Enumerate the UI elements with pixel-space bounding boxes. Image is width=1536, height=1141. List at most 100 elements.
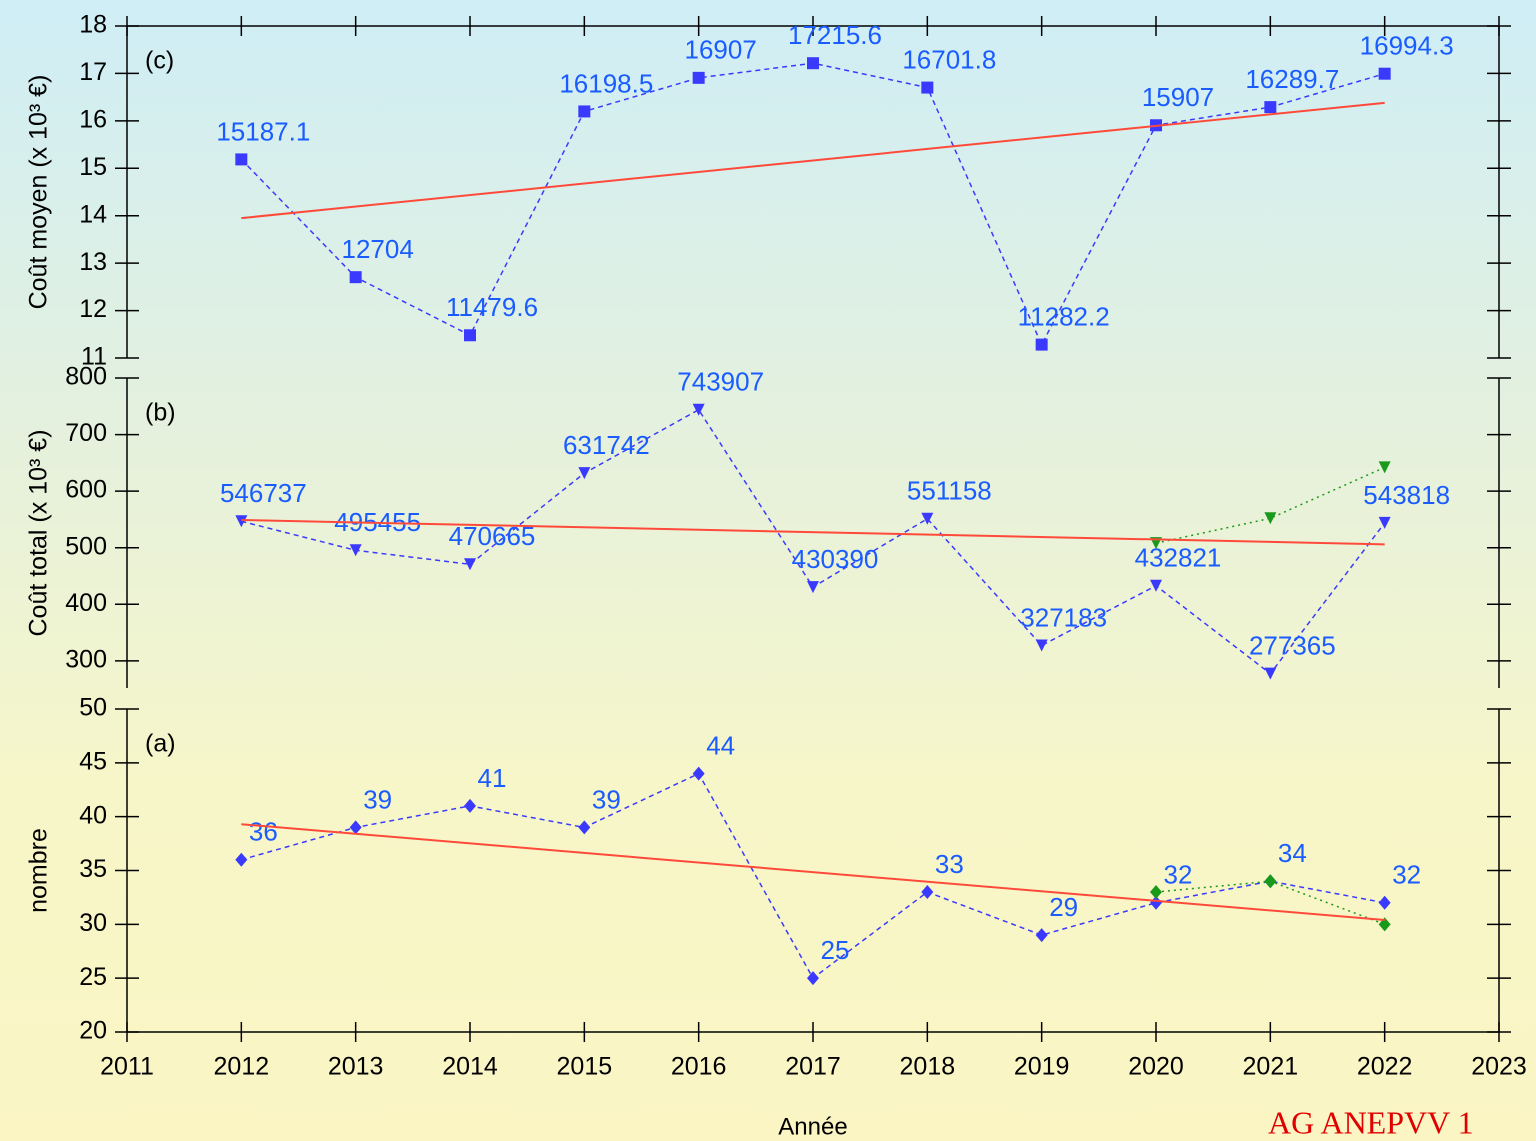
data-label: 327183 <box>1020 602 1107 632</box>
marker <box>1035 639 1048 652</box>
x-tick-label: 2019 <box>1014 1053 1070 1081</box>
marker <box>1264 667 1277 680</box>
x-tick-label: 2020 <box>1128 1053 1184 1081</box>
marker <box>1264 101 1277 114</box>
marker <box>578 820 591 835</box>
data-label: 546737 <box>220 478 307 508</box>
marker <box>921 885 934 900</box>
y-tick-label: 16 <box>79 105 107 133</box>
marker <box>1035 928 1048 943</box>
y-tick-label: 12 <box>79 295 107 323</box>
x-tick-label: 2016 <box>671 1053 727 1081</box>
data-label: 11282.2 <box>1018 301 1110 331</box>
marker <box>1150 895 1162 910</box>
y-tick-label: 14 <box>79 200 107 228</box>
series-line <box>241 518 1385 546</box>
y-tick-label: 25 <box>79 963 107 991</box>
series-line <box>241 823 1385 922</box>
marker <box>235 153 248 166</box>
y-tick-label: 700 <box>65 419 107 447</box>
data-label: 277365 <box>1249 631 1336 661</box>
x-tick-label: 2017 <box>785 1053 841 1081</box>
series-line <box>241 772 1385 980</box>
y-tick-label: 35 <box>79 855 107 883</box>
data-label: 36 <box>249 817 278 847</box>
marker <box>349 271 362 284</box>
data-label: 15907 <box>1142 82 1214 112</box>
panel-label: (a) <box>145 730 176 758</box>
data-label: 543818 <box>1363 480 1450 510</box>
y-tick-label: 18 <box>79 11 107 39</box>
data-label: 39 <box>363 784 392 814</box>
y-tick-label: 15 <box>79 153 107 181</box>
data-label: 743907 <box>677 367 764 397</box>
data-label: 17215.6 <box>788 20 882 50</box>
x-tick-label: 2011 <box>100 1053 154 1081</box>
marker <box>692 71 705 84</box>
marker <box>578 105 591 118</box>
data-label: 33 <box>935 849 964 879</box>
y-tick-label: 400 <box>65 589 107 617</box>
data-label: 29 <box>1049 892 1078 922</box>
panel-label: (b) <box>145 399 176 427</box>
marker <box>349 544 362 557</box>
marker <box>807 971 819 986</box>
data-label: 430390 <box>792 544 879 574</box>
y-tick-label: 500 <box>65 532 107 560</box>
y-axis-label: nombre <box>25 828 53 913</box>
x-tick-label: 2021 <box>1243 1053 1299 1081</box>
data-label: 32 <box>1164 860 1193 890</box>
data-label: 39 <box>592 784 621 814</box>
y-tick-label: 20 <box>79 1017 107 1045</box>
y-tick-label: 800 <box>65 363 107 391</box>
y-tick-label: 17 <box>79 58 107 86</box>
x-tick-label: 2015 <box>557 1053 613 1081</box>
x-tick-label: 2023 <box>1471 1053 1527 1081</box>
data-label: 15187.1 <box>216 116 310 146</box>
marker <box>464 329 476 342</box>
marker <box>1378 917 1391 932</box>
y-tick-label: 50 <box>79 694 107 722</box>
marker <box>807 581 819 594</box>
marker <box>464 558 476 571</box>
y-tick-label: 600 <box>65 476 107 504</box>
marker <box>235 515 248 528</box>
y-tick-label: 300 <box>65 645 107 673</box>
data-label: 432821 <box>1135 543 1222 573</box>
marker <box>1150 579 1162 592</box>
x-axis-label: Année <box>778 1113 847 1140</box>
marker <box>1264 874 1277 889</box>
data-label: 16701.8 <box>902 44 996 74</box>
data-label: 12704 <box>342 234 414 264</box>
marker <box>349 820 362 835</box>
y-tick-label: 11 <box>81 343 107 371</box>
marker <box>1378 461 1391 474</box>
marker <box>692 403 705 416</box>
marker <box>1378 895 1391 910</box>
marker <box>1035 338 1048 351</box>
data-label: 11479.6 <box>446 292 538 322</box>
marker <box>1150 885 1162 900</box>
marker <box>578 467 591 480</box>
data-label: 16289.7 <box>1245 64 1339 94</box>
data-label: 44 <box>706 730 735 760</box>
series-line <box>241 101 1385 220</box>
data-label: 16907 <box>685 35 757 65</box>
marker <box>692 766 705 781</box>
marker <box>1378 516 1391 529</box>
y-tick-label: 40 <box>79 801 107 829</box>
data-label: 25 <box>821 935 850 965</box>
data-label: 34 <box>1278 838 1307 868</box>
y-tick-label: 30 <box>79 909 107 937</box>
panel-label: (c) <box>145 47 174 75</box>
x-tick-label: 2014 <box>442 1053 498 1081</box>
marker <box>464 798 476 813</box>
series-line <box>1155 466 1385 544</box>
y-tick-label: 45 <box>79 747 107 775</box>
data-label: 32 <box>1392 860 1421 890</box>
x-tick-label: 2013 <box>328 1053 384 1081</box>
y-tick-label: 13 <box>79 248 107 276</box>
x-tick-label: 2018 <box>900 1053 956 1081</box>
data-label: 551158 <box>907 476 992 506</box>
